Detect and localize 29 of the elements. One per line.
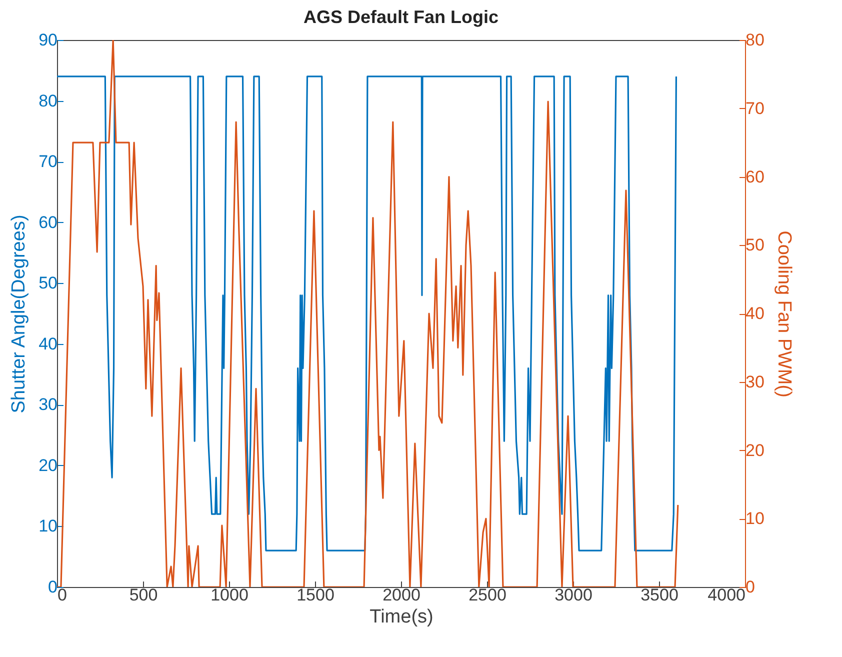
x-tick-label: 500 [129, 586, 158, 604]
y-tick-label: 90 [38, 30, 58, 50]
y2-tick-label: 30 [746, 372, 764, 392]
x-tick-label: 1000 [210, 586, 248, 604]
y2-tick-label: 50 [746, 236, 764, 255]
y-axis-title: Shutter Angle(Degrees) [8, 214, 30, 414]
y2-tick-label: 70 [746, 98, 764, 118]
y2-tick-label: 80 [746, 30, 764, 50]
y-tick-label: 30 [38, 395, 58, 414]
y-tick-label: 20 [38, 456, 58, 475]
x-tick-label: 3000 [554, 586, 592, 604]
x-axis-title: Time(s) [370, 606, 434, 628]
y-tick-label: 50 [38, 274, 58, 293]
x-tick-label: 3500 [640, 586, 678, 604]
y-tick-label: 40 [38, 334, 58, 354]
y2-axis-title: Cooling Fan PWM() [773, 230, 794, 398]
y-tick-label: 80 [38, 91, 58, 110]
y-tick-label: 10 [38, 516, 58, 536]
y-tick-label: 60 [38, 212, 58, 232]
y-tick-label: 70 [38, 152, 58, 172]
x-tick-label: 2500 [468, 586, 506, 604]
x-tick-label: 2000 [382, 586, 420, 604]
y2-tick-label: 40 [746, 304, 764, 323]
x-tick-label: 4000 [708, 586, 746, 604]
y2-tick-label: 60 [746, 167, 764, 186]
x-tick-label: 1500 [296, 586, 334, 604]
y2-tick-label: 10 [746, 509, 764, 528]
chart-title: AGS Default Fan Logic [303, 7, 499, 27]
y2-tick-label: 20 [746, 440, 764, 460]
